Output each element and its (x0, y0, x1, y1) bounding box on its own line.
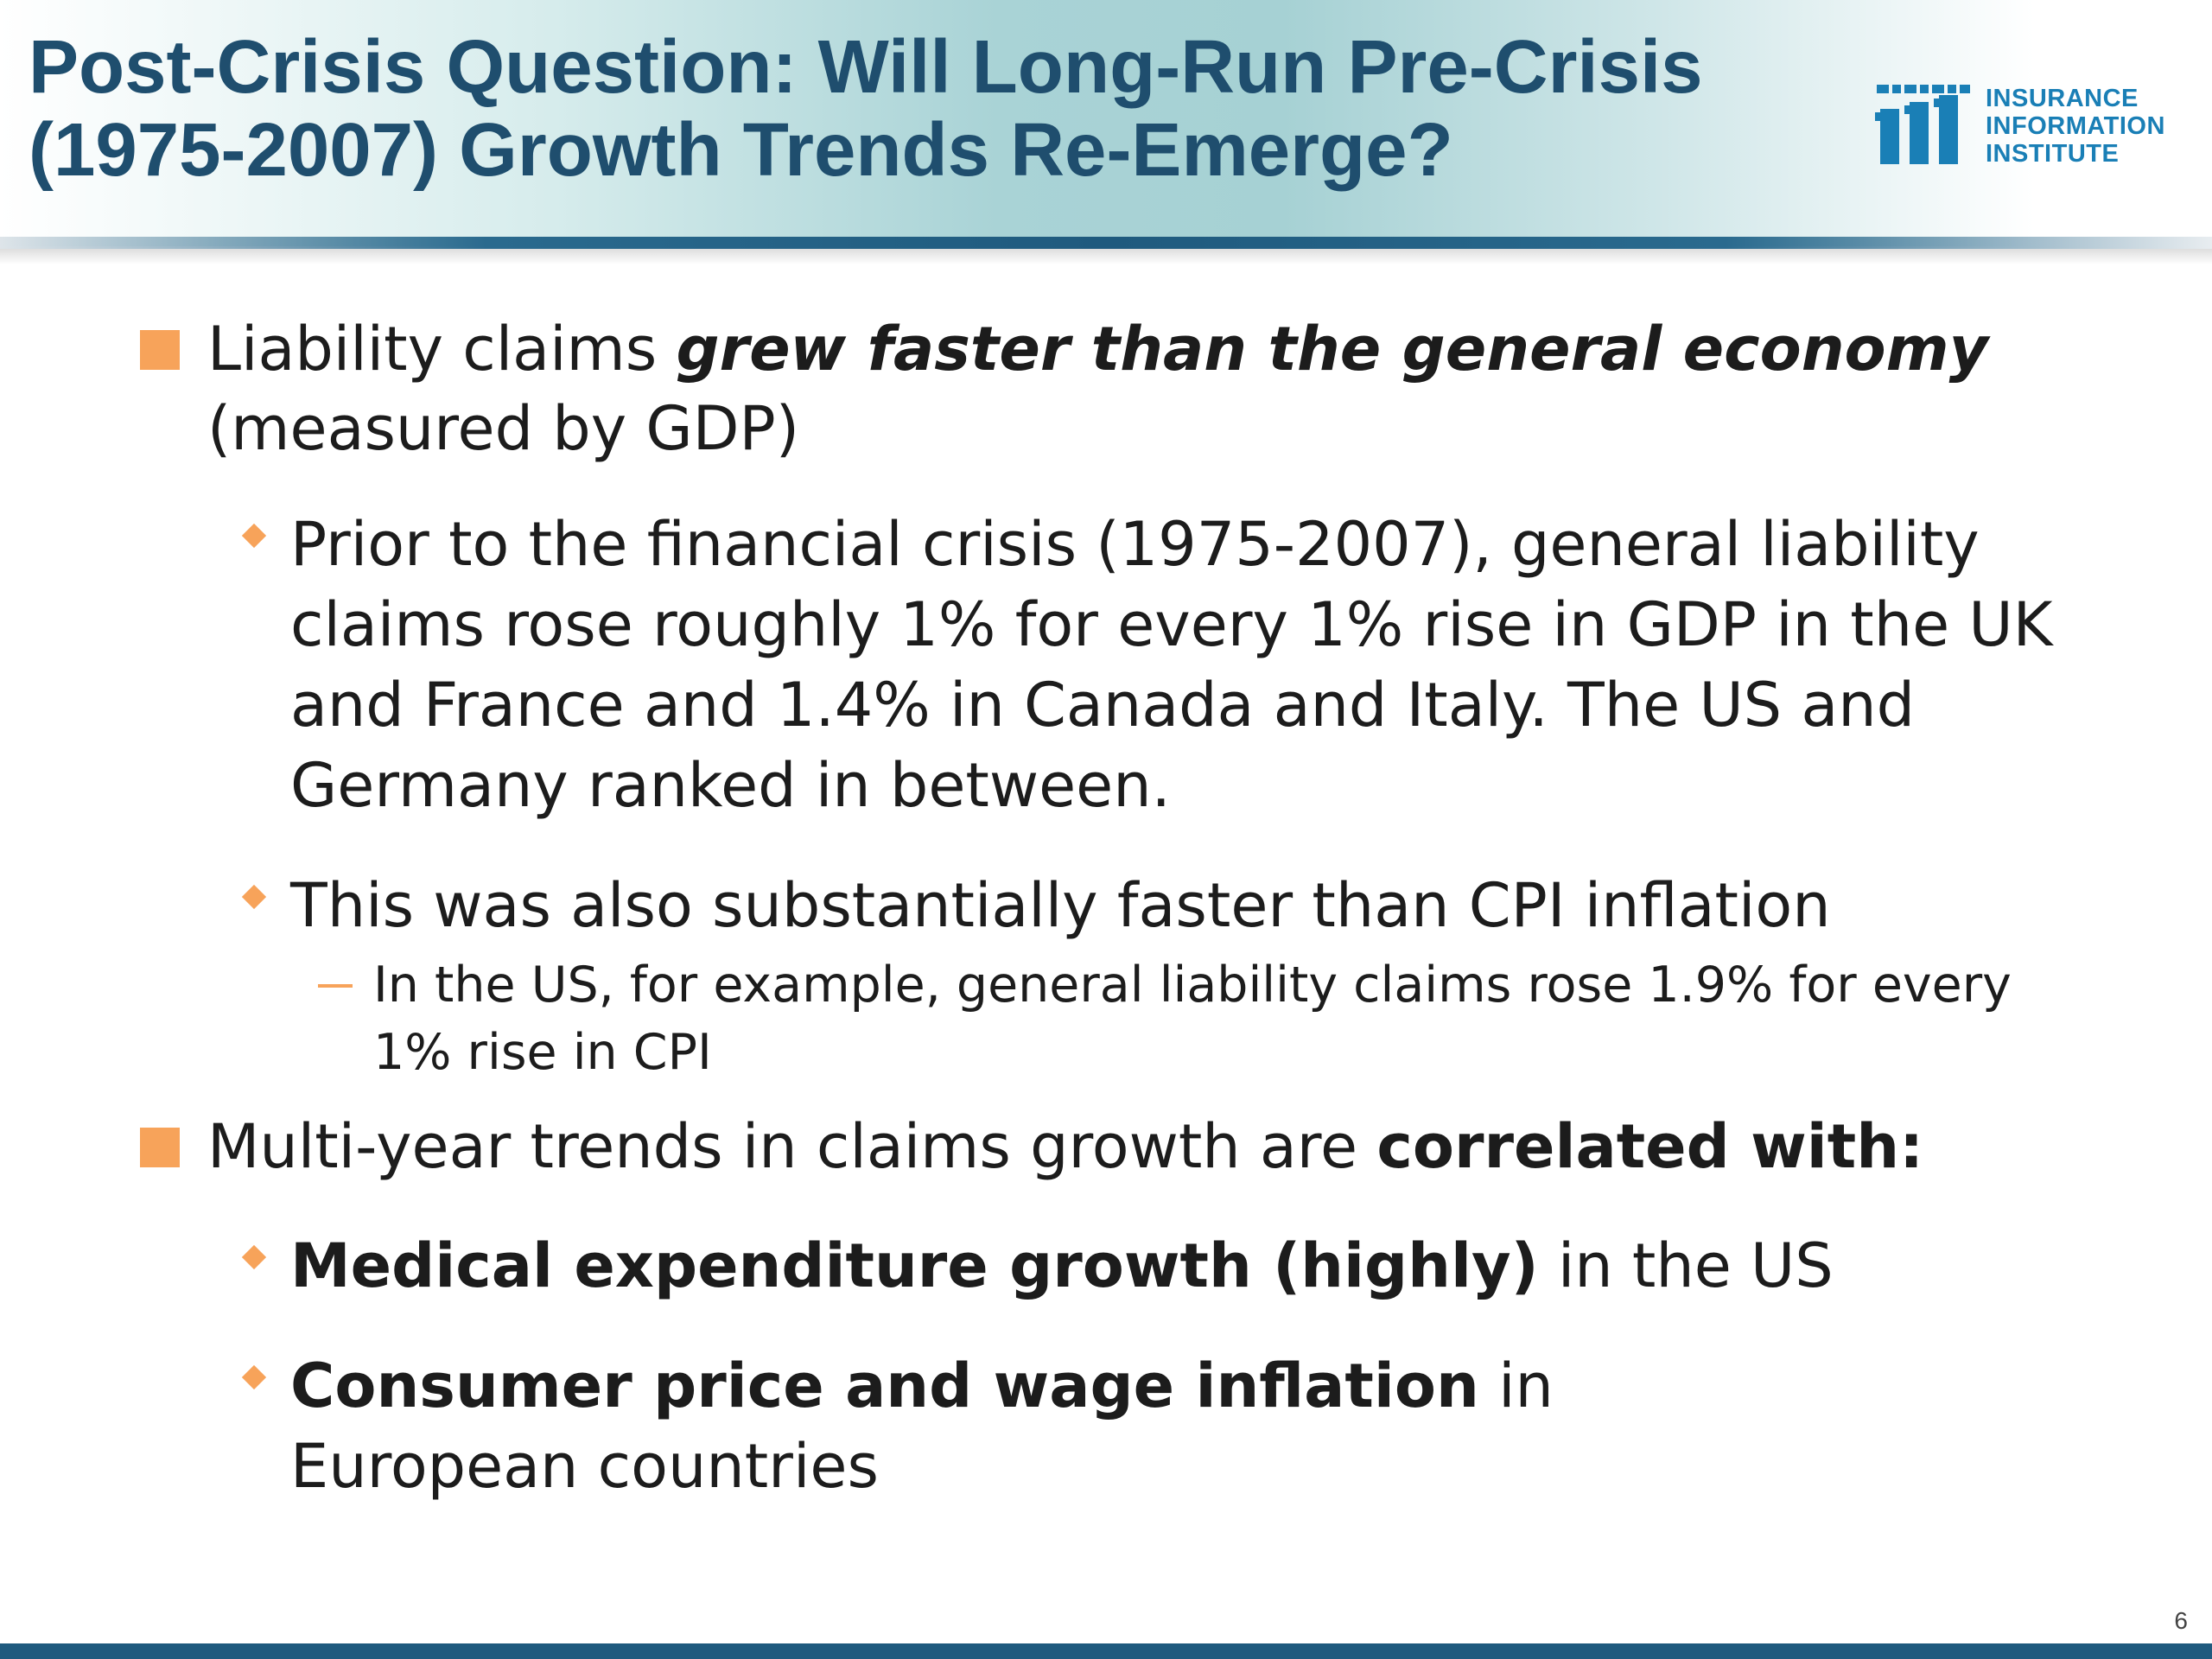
subsubbullet-us-example: In the US, for example, general liabilit… (318, 951, 2056, 1086)
diamond-bullet-icon (241, 1364, 267, 1390)
logo-line-3: INSTITUTE (1986, 140, 2120, 168)
bullet-text: in the US (1538, 1230, 1834, 1301)
dash-bullet-icon (318, 984, 353, 988)
bullet-text: Multi-year trends in claims growth are (207, 1111, 1377, 1182)
logo-line-1: INSURANCE (1986, 85, 2139, 112)
square-bullet-icon (140, 330, 180, 370)
bullet-text: in European countries (290, 1351, 1554, 1502)
bullet-liability-growth: Liability claims grew faster than the ge… (138, 309, 2056, 468)
title-divider (0, 237, 2212, 249)
subbullet-cpi: This was also substantially faster than … (240, 866, 2056, 946)
bullet-emphasis: correlated with: (1376, 1111, 1924, 1182)
bullet-correlations: Multi-year trends in claims growth are c… (138, 1107, 2056, 1186)
subbullet-european-inflation: Consumer price and wage inflation in Eur… (240, 1346, 1586, 1507)
diamond-bullet-icon (241, 884, 267, 910)
slide-title: Post-Crisis Question: Will Long-Run Pre-… (29, 25, 1703, 192)
page-number: 6 (2174, 1607, 2188, 1634)
slide-body: Liability claims grew faster than the ge… (138, 309, 2056, 1507)
diamond-bullet-icon (241, 523, 267, 549)
logo-wordmark: INSURANCE INFORMATION INSTITUTE (1986, 85, 2165, 168)
subbullet-medical: Medical expenditure growth (highly) in t… (240, 1226, 2056, 1306)
diamond-bullet-icon (241, 1244, 267, 1270)
bullet-text: In the US, for example, general liabilit… (373, 957, 2012, 1081)
bullet-text: This was also substantially faster than … (290, 870, 1831, 941)
bullet-text: (measured by GDP) (207, 393, 800, 464)
logo-line-2: INFORMATION (1986, 112, 2165, 140)
bullet-text: Prior to the financial crisis (1975-2007… (290, 509, 2053, 821)
bullet-emphasis: Consumer price and wage inflation (290, 1351, 1479, 1421)
title-divider-shadow (0, 249, 2212, 264)
title-banner (0, 0, 2212, 246)
footer-bar (0, 1643, 2212, 1659)
iii-logo-icon (1875, 85, 1970, 164)
bullet-text: Liability claims (207, 314, 677, 385)
square-bullet-icon (140, 1128, 180, 1167)
bullet-emphasis: grew faster than the general economy (676, 314, 1989, 385)
bullet-emphasis: Medical expenditure growth (highly) (290, 1230, 1539, 1301)
iii-logo: INSURANCE INFORMATION INSTITUTE (1875, 79, 2186, 175)
subbullet-pre-crisis: Prior to the financial crisis (1975-2007… (240, 505, 2056, 826)
